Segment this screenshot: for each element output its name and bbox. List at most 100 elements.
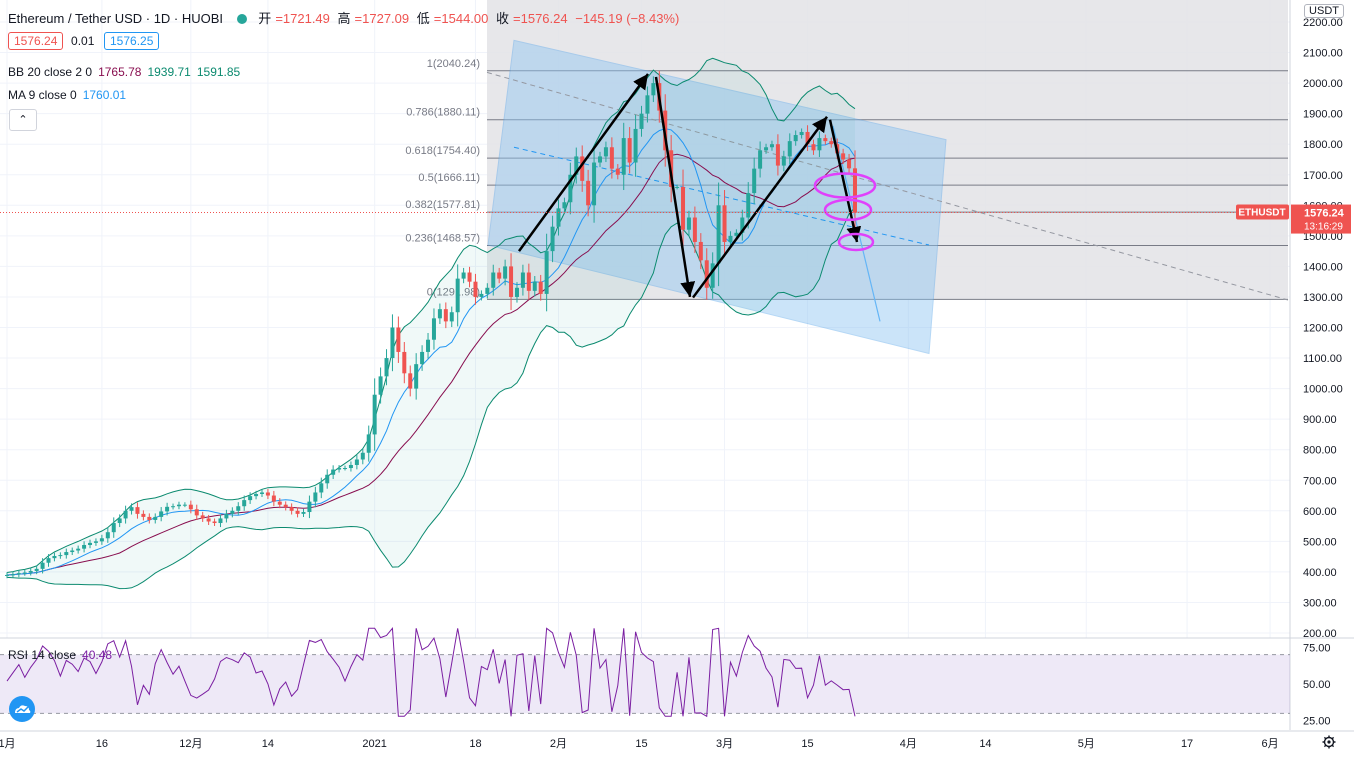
candle	[698, 241, 703, 261]
candle	[704, 260, 709, 288]
candle	[841, 153, 846, 160]
candle	[781, 156, 786, 166]
candle	[271, 495, 276, 502]
time-tick-label: 4月	[900, 738, 917, 750]
candle	[503, 266, 508, 279]
candle	[787, 141, 792, 157]
candle	[823, 138, 828, 142]
chart-header: Ethereum / Tether USD · 1D · HUOBI 开 =172…	[8, 8, 687, 27]
fib-level-label: 0(1291.98)	[427, 286, 480, 298]
candle	[491, 272, 496, 288]
cloud-icon	[15, 705, 31, 713]
status-dot	[236, 14, 247, 24]
price-tag-countdown: 13:16:29	[1304, 222, 1343, 233]
candle	[331, 469, 336, 475]
candle	[58, 555, 63, 557]
candle	[147, 516, 152, 520]
candle	[123, 510, 128, 519]
candle	[307, 501, 312, 513]
rsi-line	[6, 627, 856, 718]
price-tick-label: 1100.00	[1303, 353, 1342, 365]
time-tick-label: 2月	[550, 738, 567, 750]
candle	[76, 548, 81, 551]
candle	[301, 512, 306, 514]
candle	[829, 141, 834, 145]
candle	[592, 162, 597, 206]
candle	[384, 358, 389, 377]
collapse-legend-button[interactable]: ⌃	[9, 109, 37, 131]
ma-value: 1760.01	[82, 88, 127, 102]
buy-button[interactable]: 1576.25	[104, 32, 160, 50]
price-tick-label: 1800.00	[1303, 139, 1343, 151]
settings-gear-icon[interactable]	[1322, 735, 1336, 749]
candle	[283, 504, 288, 508]
fib-level-label: 0.786(1880.11)	[406, 107, 480, 119]
candle	[402, 351, 407, 374]
candle	[443, 309, 448, 322]
candle	[544, 251, 549, 294]
candle	[82, 545, 87, 549]
rsi-legend[interactable]: RSI 14 close 40.48	[8, 648, 118, 662]
candle	[414, 364, 419, 389]
candle	[526, 272, 531, 291]
candle	[46, 558, 51, 563]
price-tick-label: 1400.00	[1303, 261, 1343, 273]
candle	[710, 263, 715, 288]
rsi-value: 40.48	[82, 648, 113, 662]
candle	[105, 532, 110, 539]
candle	[437, 309, 442, 319]
trend-arrow	[691, 115, 829, 299]
rsi-label: RSI 14 close	[8, 648, 77, 662]
candle	[93, 541, 98, 543]
candle	[764, 147, 769, 151]
candle	[348, 464, 353, 469]
candle	[171, 506, 176, 508]
price-tick-label: 1900.00	[1303, 109, 1343, 121]
candle	[206, 518, 211, 522]
symbol-title[interactable]: Ethereum / Tether USD · 1D · HUOBI	[8, 11, 224, 26]
candle	[248, 496, 253, 501]
candle	[847, 159, 852, 169]
candle	[28, 570, 33, 573]
candle	[165, 506, 170, 512]
price-tag-value: 1576.24	[1304, 208, 1345, 220]
fib-level-label: 0.236(1468.57)	[405, 232, 480, 244]
bb-mid-value: 1765.78	[98, 65, 142, 79]
trade-buttons: 1576.24 0.01 1576.25	[8, 32, 163, 50]
candle	[343, 468, 348, 470]
bb-mid-line	[6, 153, 856, 576]
trend-arrow	[828, 119, 862, 243]
candle	[129, 507, 134, 511]
candle	[645, 95, 650, 114]
candle	[603, 147, 608, 157]
candle	[378, 376, 383, 395]
candle	[692, 217, 697, 242]
candle	[52, 556, 57, 559]
candle	[580, 156, 585, 181]
candle	[520, 272, 525, 288]
candle	[265, 492, 270, 496]
candle	[372, 394, 377, 435]
ma-legend[interactable]: MA 9 close 0 1760.01	[8, 88, 132, 102]
time-tick-label: 14	[262, 738, 274, 750]
candle	[817, 138, 822, 151]
candle	[10, 574, 15, 576]
fib-level-label: 0.618(1754.40)	[405, 145, 480, 157]
candle	[22, 572, 27, 574]
bb-legend[interactable]: BB 20 close 2 0 1765.78 1939.71 1591.85	[8, 65, 246, 79]
ma-line	[6, 128, 856, 576]
candle	[651, 83, 656, 96]
currency-selector[interactable]: USDT	[1304, 4, 1344, 18]
candle	[681, 186, 686, 230]
candle	[40, 562, 45, 569]
candle	[431, 318, 436, 340]
candle	[188, 504, 193, 510]
tradingview-logo[interactable]	[9, 696, 35, 722]
trend-channel	[487, 39, 947, 355]
sell-button[interactable]: 1576.24	[8, 32, 64, 50]
candle	[728, 235, 733, 242]
rsi-band	[0, 654, 1290, 714]
candle	[159, 511, 164, 517]
candle	[734, 232, 739, 236]
